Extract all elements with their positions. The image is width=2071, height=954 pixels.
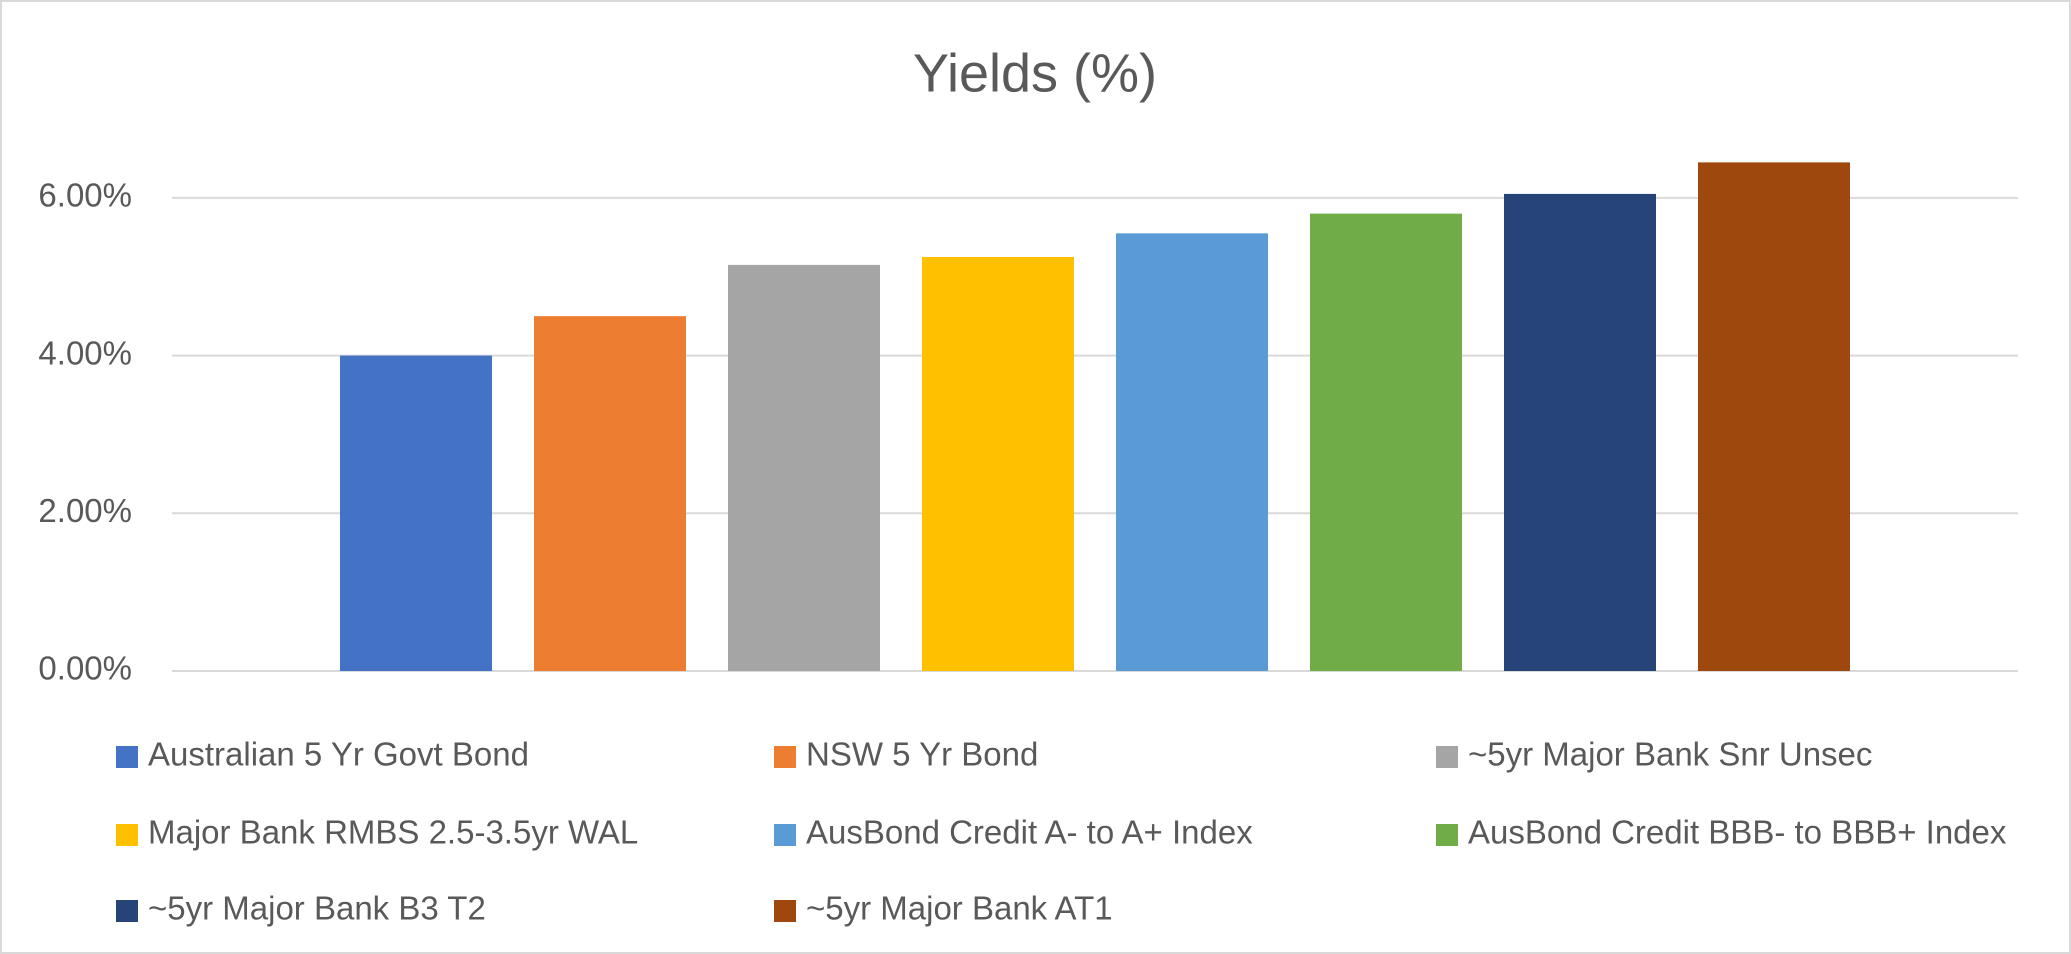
legend-swatch (1436, 824, 1458, 846)
legend-swatch (116, 900, 138, 922)
bar (1698, 162, 1850, 671)
legend-label: AusBond Credit A- to A+ Index (806, 814, 1253, 851)
y-tick-label: 6.00% (38, 177, 132, 214)
bar (340, 355, 492, 671)
legend-label: AusBond Credit BBB- to BBB+ Index (1468, 814, 2007, 851)
legend-swatch (774, 824, 796, 846)
y-tick-label: 4.00% (38, 334, 132, 371)
bar (1116, 233, 1268, 672)
legend-label: ~5yr Major Bank AT1 (806, 890, 1113, 927)
bar (922, 257, 1074, 671)
bar (1504, 193, 1656, 671)
legend-label: Australian 5 Yr Govt Bond (148, 736, 529, 773)
legend-label: ~5yr Major Bank B3 T2 (148, 890, 486, 927)
bar (534, 316, 686, 671)
chart-title: Yields (%) (913, 43, 1157, 103)
y-tick-label: 0.00% (38, 650, 132, 687)
y-tick-label: 2.00% (38, 492, 132, 529)
legend-swatch (774, 900, 796, 922)
legend-swatch (774, 746, 796, 768)
legend-swatch (116, 746, 138, 768)
legend-label: NSW 5 Yr Bond (806, 736, 1038, 773)
bar (1310, 213, 1462, 671)
bar (728, 264, 880, 671)
legend-label: ~5yr Major Bank Snr Unsec (1468, 736, 1872, 773)
legend-swatch (1436, 746, 1458, 768)
legend-swatch (116, 824, 138, 846)
legend-label: Major Bank RMBS 2.5-3.5yr WAL (148, 814, 638, 851)
